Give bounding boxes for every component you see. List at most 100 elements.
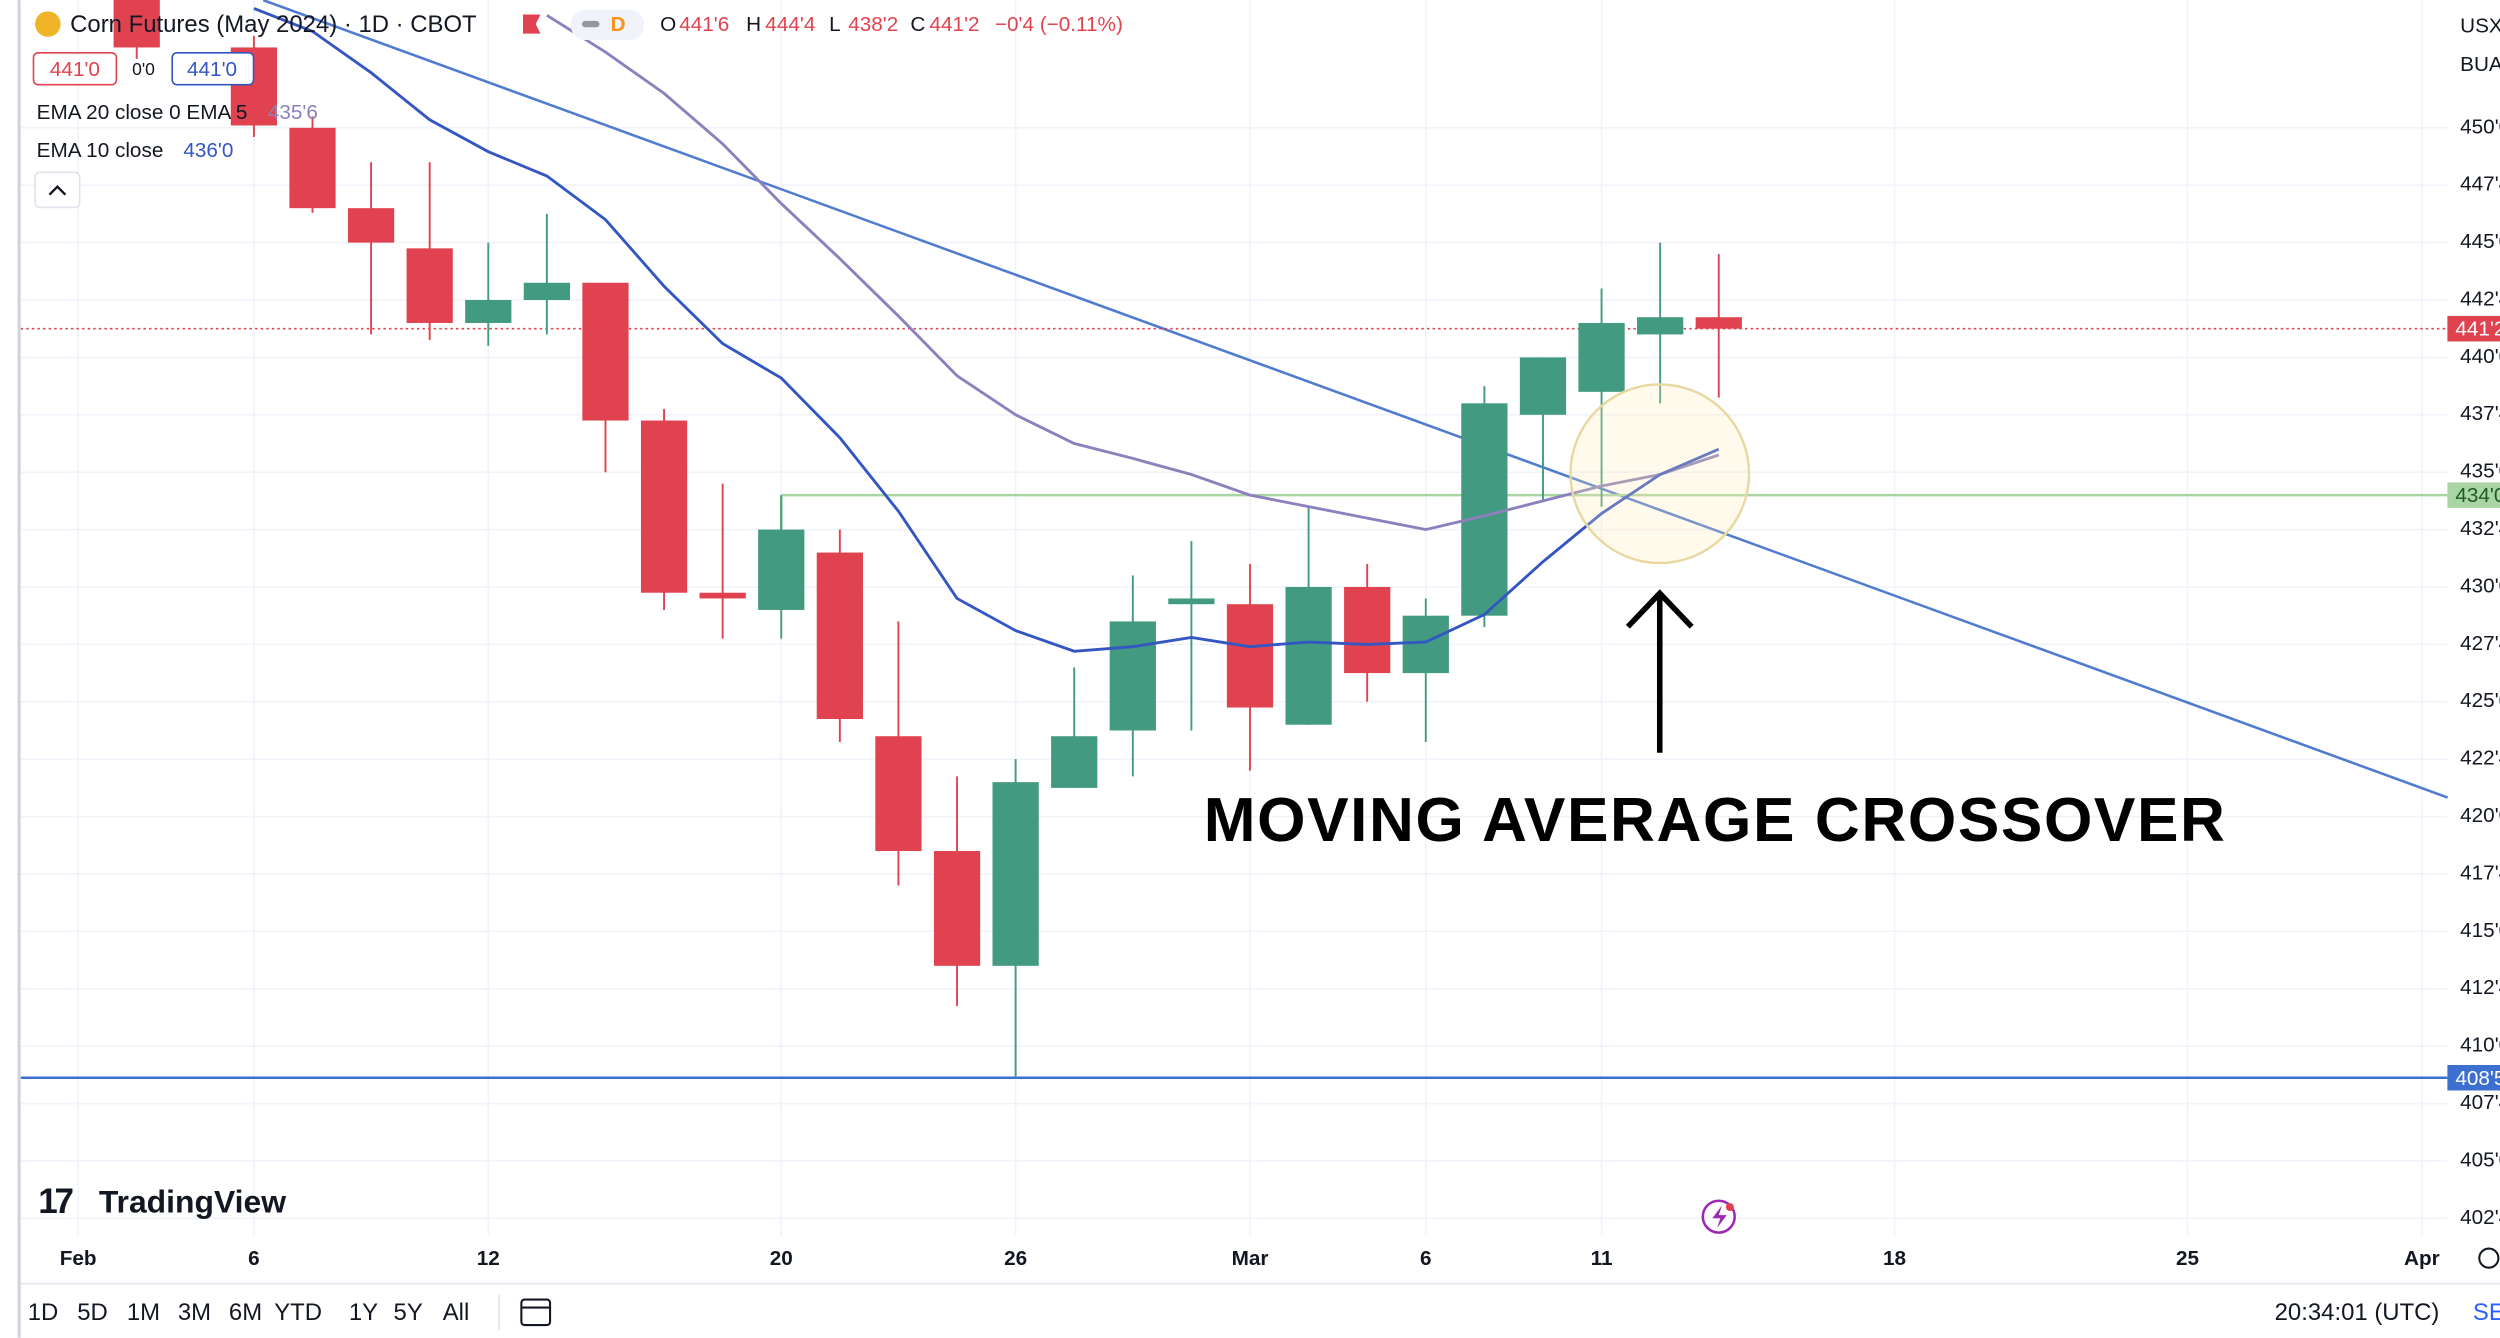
range-button[interactable]: 5D [77, 1299, 108, 1326]
range-toolbar: 1D 5D 1M 3M 6M YTD 1Y 5Y All [28, 1299, 470, 1326]
y-tick-label: 435'0 [2460, 460, 2500, 483]
ohlc-key: C [910, 13, 925, 36]
candle-body [1637, 317, 1684, 335]
range-button[interactable]: All [443, 1299, 470, 1326]
badge-dash [581, 20, 600, 28]
y-tick-label: 437'4 [2460, 402, 2500, 425]
sell-box[interactable] [32, 51, 118, 86]
collapse-button[interactable] [34, 171, 81, 209]
candle-body [1285, 586, 1332, 725]
candle-body [523, 282, 570, 300]
legend-value: 436'0 [183, 139, 233, 162]
currency: USX [2460, 15, 2500, 38]
range-button[interactable]: 1Y [349, 1299, 378, 1326]
candle-body [406, 248, 453, 323]
candle-body [1109, 621, 1156, 731]
y-tick-label: 432'4 [2460, 517, 2500, 540]
y-tick-label: 430'0 [2460, 574, 2500, 597]
candle-body [1695, 317, 1742, 329]
price-label: 441'2 [2455, 318, 2500, 341]
x-tick-label: Apr [2404, 1247, 2440, 1270]
legend-value: 435'6 [268, 101, 318, 124]
legend-name: EMA 10 close [37, 139, 164, 162]
range-button[interactable]: 6M [229, 1299, 262, 1326]
ohlc-value: 438'2 [848, 13, 898, 36]
flag-icon[interactable] [522, 14, 541, 34]
lightning-icon [1712, 1205, 1727, 1228]
candle-body [347, 208, 395, 243]
candle-body [992, 782, 1039, 966]
candle-body [465, 299, 512, 323]
ohlc-legend: O 441'6 H 444'4 L 438'2 C 441'2 [660, 13, 979, 36]
clock: 20:34:01 (UTC) [2275, 1299, 2440, 1326]
candle-body [1226, 604, 1274, 708]
candle-body [758, 529, 805, 610]
collapse-icon [48, 185, 67, 196]
interval-badge: D [611, 13, 626, 36]
x-tick-label: 25 [2176, 1247, 2199, 1270]
change: −0'4 (−0.11%) [995, 13, 1123, 36]
badge[interactable] [570, 9, 645, 41]
lightning-dot [1725, 1203, 1734, 1212]
trendline [262, 0, 2449, 799]
y-tick-label: 402'4 [2460, 1206, 2500, 1229]
calendar-icon[interactable] [520, 1298, 552, 1327]
highlight-circle [1569, 383, 1751, 565]
y-tick-label: 417'4 [2460, 861, 2500, 884]
price-label-box [2447, 1064, 2500, 1091]
annotation-text: MOVING AVERAGE CROSSOVER [1204, 786, 2227, 855]
ohlc-key: O [660, 13, 676, 36]
brand-icon: 17 [38, 1182, 72, 1221]
symbol-icon [35, 11, 61, 37]
range-button[interactable]: YTD [274, 1299, 322, 1326]
candle-body [640, 420, 688, 593]
x-tick-label: 20 [770, 1247, 793, 1270]
price-label-box [2447, 482, 2500, 508]
range-button[interactable]: 1D [28, 1299, 59, 1326]
sell-price: 441'0 [50, 58, 100, 81]
arrow-head [1625, 589, 1694, 629]
y-tick-label: 420'0 [2460, 804, 2500, 827]
buy-box[interactable] [171, 51, 255, 86]
ohlc-key: H [746, 13, 761, 36]
candle-body [816, 552, 863, 719]
y-tick-label: 410'0 [2460, 1034, 2500, 1057]
y-tick-label: 447'4 [2460, 173, 2500, 196]
range-button[interactable]: 1M [127, 1299, 160, 1326]
buy-price: 441'0 [187, 58, 237, 81]
ema-legend: EMA 20 close 0 EMA 5 435'6 EMA 10 close 436… [37, 101, 318, 162]
price-label: 408'5 [2455, 1067, 2500, 1090]
candle-body [875, 736, 922, 852]
y-tick-label: 427'4 [2460, 632, 2500, 655]
candle-body [1461, 403, 1508, 616]
candle-body [1344, 586, 1391, 674]
y-tick-label: 415'0 [2460, 919, 2500, 942]
x-tick-label: 6 [1420, 1247, 1432, 1270]
x-tick-label: 6 [248, 1247, 260, 1270]
ohlc-value: 444'4 [765, 13, 815, 36]
y-tick-label: 445'0 [2460, 230, 2500, 253]
candle-body [1519, 357, 1567, 415]
lightning-button[interactable] [1701, 1199, 1736, 1234]
candle-body [1402, 615, 1449, 674]
range-button[interactable]: 3M [178, 1299, 211, 1326]
price-label: 434'0 [2455, 484, 2500, 507]
y-tick-label: 407'4 [2460, 1091, 2500, 1114]
x-tick-label: 26 [1004, 1247, 1027, 1270]
plot-area [20, 0, 2449, 1236]
session[interactable]: SE [2473, 1299, 2500, 1326]
y-tick-label: 450'0 [2460, 115, 2500, 138]
ohlc-value: 441'2 [930, 13, 980, 36]
settings-icon[interactable] [2478, 1247, 2500, 1269]
y-tick-label: 422'4 [2460, 747, 2500, 770]
legend-name: EMA 20 close 0 EMA 5 [37, 101, 248, 124]
spread: 0'0 [132, 59, 155, 79]
ema-line [253, 7, 1720, 653]
ema-line [546, 14, 1720, 532]
x-tick-label: Feb [60, 1247, 97, 1270]
x-tick-label: 11 [1591, 1247, 1613, 1270]
candle-body [113, 0, 160, 48]
candle-body [1578, 322, 1625, 392]
range-button[interactable]: 5Y [394, 1299, 423, 1326]
